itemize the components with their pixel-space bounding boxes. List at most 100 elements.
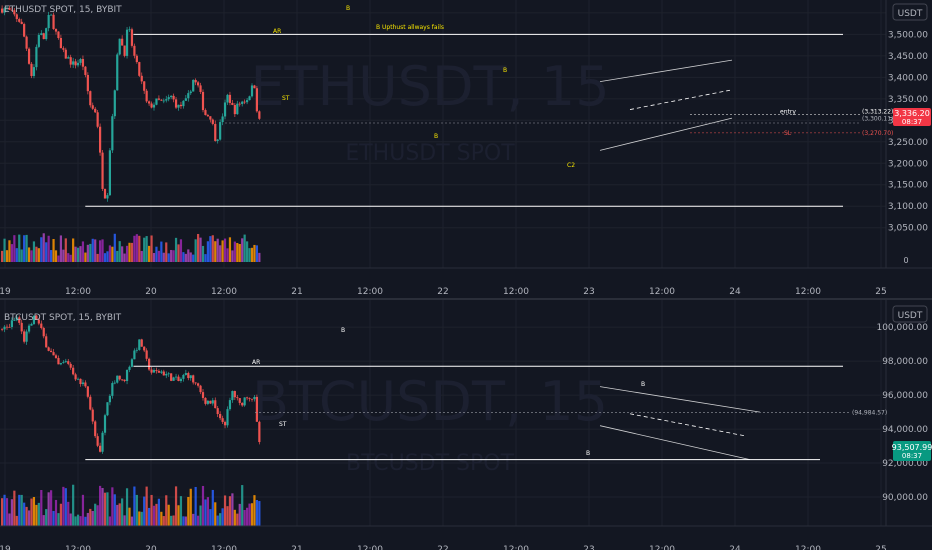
volume-bar (165, 242, 168, 262)
time-axis-label: 12:00 (65, 287, 91, 297)
volume-bar (241, 238, 244, 262)
volume-bar (197, 515, 200, 526)
volume-bar (216, 238, 219, 262)
volume-bar (177, 244, 180, 262)
currency-button[interactable] (892, 3, 928, 21)
volume-bar (23, 235, 26, 262)
candle-body (67, 361, 70, 364)
candle-body (59, 363, 62, 365)
volume-bar (130, 242, 134, 262)
countdown-timer: 08:37 (902, 118, 922, 126)
time-axis-label: 12:00 (211, 287, 237, 297)
volume-bar (42, 233, 45, 262)
volume-bar (155, 503, 158, 526)
volume-bar (160, 511, 163, 526)
candle-body (228, 400, 232, 410)
candle-body (62, 48, 65, 50)
candle-body (201, 91, 205, 111)
volume-bar (189, 252, 192, 262)
volume-bar (108, 245, 111, 262)
time-axis-label: 20 (145, 545, 157, 550)
candle-body (170, 373, 173, 381)
volume-bar (236, 513, 239, 526)
candle-body (69, 57, 72, 65)
candle-body (209, 400, 212, 404)
candle-body (59, 37, 62, 49)
volume-bar (79, 246, 82, 262)
volume-bar (216, 515, 219, 526)
candle-body (258, 421, 261, 443)
time-axis-label: 12:00 (795, 545, 821, 550)
volume-bar (241, 485, 244, 526)
volume-bar (20, 494, 23, 526)
volume-bar (182, 252, 185, 262)
candle-body (84, 66, 87, 75)
candle-body (187, 373, 190, 379)
currency-button-label[interactable]: USDT (898, 311, 923, 321)
candle-body (13, 320, 16, 322)
annotation-b_top: B (346, 5, 350, 12)
candle-body (216, 139, 219, 141)
candle-body (5, 326, 9, 328)
volume-bar (246, 241, 249, 262)
candle-body (226, 409, 229, 426)
candle-body (10, 320, 13, 328)
channel-lower-line (599, 425, 751, 461)
candle-body (101, 152, 104, 189)
candle-body (233, 105, 236, 115)
candle-body (1, 328, 4, 330)
time-axis-label: 12:00 (649, 287, 675, 297)
candle-body (89, 396, 92, 410)
candle-body (214, 400, 217, 409)
volume-bar (40, 489, 43, 526)
candle-body (118, 375, 121, 380)
time-axis-label: 22 (437, 287, 448, 297)
annotation-st: ST (279, 421, 287, 428)
volume-bar (192, 513, 195, 526)
volume-bar (148, 245, 151, 262)
candle-body (162, 100, 165, 102)
currency-button[interactable] (892, 305, 928, 323)
volume-bar (74, 516, 77, 526)
candle-body (67, 57, 70, 59)
candle-body (1, 8, 4, 13)
annotation-b_top: B (341, 327, 345, 334)
volume-bar (81, 241, 85, 262)
sl-value: (3,270.70) (862, 130, 893, 137)
volume-bar (118, 241, 121, 262)
candle-body (177, 376, 180, 382)
candle-body (18, 317, 21, 323)
candle-body (30, 323, 33, 326)
volume-bar (172, 515, 175, 526)
price-axis-label: 3,450.00 (888, 52, 928, 62)
volume-bar (101, 487, 104, 526)
time-axis-label: 25 (875, 545, 886, 550)
volume-bar (201, 485, 205, 526)
candle-body (103, 188, 107, 199)
volume-bar (67, 501, 70, 526)
volume-bar (206, 497, 209, 526)
candle-body (216, 408, 219, 414)
candle-body (5, 7, 9, 9)
volume-bar (67, 253, 70, 262)
volume-bar (174, 486, 178, 526)
volume-bar (91, 510, 94, 526)
volume-bar (135, 234, 138, 262)
volume-bar (69, 513, 72, 526)
currency-button-label[interactable]: USDT (898, 9, 923, 19)
candle-body (241, 101, 244, 105)
candle-body (145, 90, 148, 102)
candle-body (192, 79, 195, 92)
volume-bar (248, 503, 251, 526)
candle-body (40, 33, 43, 35)
candle-body (121, 38, 124, 46)
candle-body (89, 91, 92, 106)
volume-bar (96, 505, 99, 526)
time-axis-label: 12:00 (503, 287, 529, 297)
candle-body (74, 374, 77, 380)
candle-body (165, 99, 168, 101)
candle-body (116, 375, 119, 383)
volume-bar (59, 503, 62, 526)
volume-bar (250, 503, 254, 526)
candle-body (192, 375, 195, 383)
